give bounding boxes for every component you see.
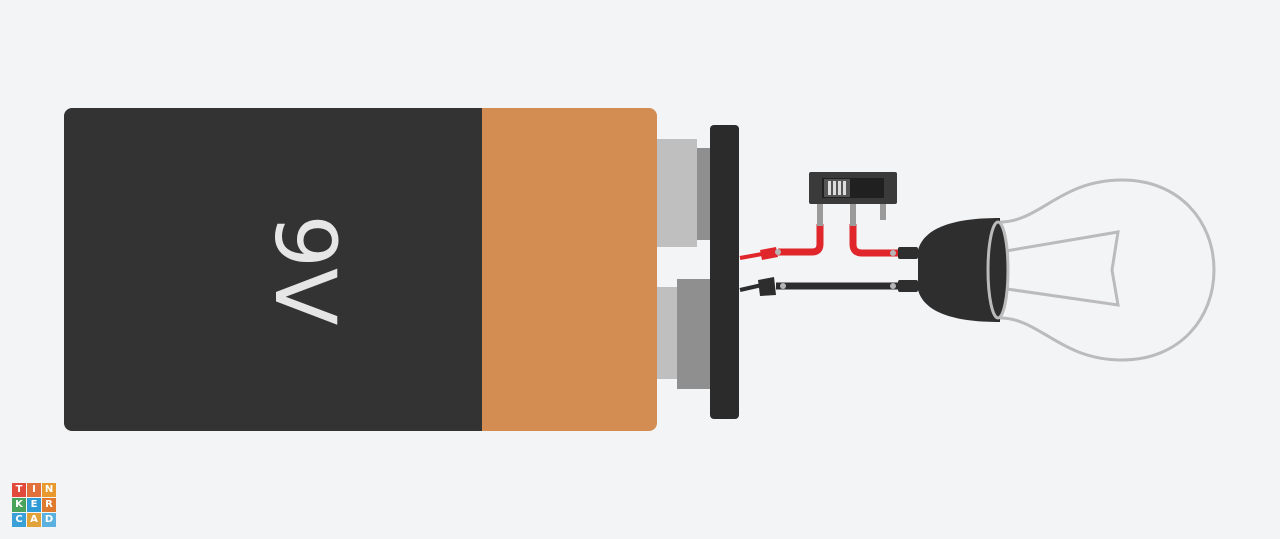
terminal-bottom-light — [657, 287, 679, 379]
logo-letter: C — [12, 513, 26, 527]
switch-pin-1 — [817, 204, 823, 220]
terminal-bottom — [677, 279, 711, 389]
logo-letter: N — [42, 483, 56, 497]
wire-negative[interactable] — [739, 250, 898, 296]
bulb-base — [918, 218, 1000, 322]
logo-letter: K — [12, 498, 26, 512]
logo-letter: I — [27, 483, 41, 497]
light-bulb[interactable] — [898, 178, 1216, 362]
logo-letter: A — [27, 513, 41, 527]
battery-band — [482, 108, 657, 431]
slide-switch[interactable] — [809, 172, 897, 220]
battery-terminals — [657, 125, 739, 419]
logo-letter: E — [27, 498, 41, 512]
battery-snap-connector[interactable] — [710, 125, 739, 419]
battery-9v[interactable]: 9V — [64, 108, 657, 431]
logo-letter: R — [42, 498, 56, 512]
battery-label: 9V — [256, 215, 354, 326]
battery-band-edge — [482, 108, 496, 431]
battery-body — [64, 108, 494, 431]
terminal-top — [657, 139, 697, 247]
logo-letter: D — [42, 513, 56, 527]
terminal-top-shadow — [697, 148, 711, 240]
switch-slider[interactable] — [824, 179, 850, 197]
wire-positive[interactable] — [739, 218, 898, 260]
switch-pin-2 — [850, 204, 856, 220]
tinkercad-logo: T I N K E R C A D — [12, 483, 56, 527]
bulb-filament — [999, 230, 1120, 307]
logo-letter: T — [12, 483, 26, 497]
switch-pin-3 — [880, 204, 886, 220]
bulb-lead-2 — [898, 280, 918, 292]
bulb-glass — [999, 178, 1216, 362]
bulb-neck — [986, 220, 1010, 320]
bulb-lead-1 — [898, 247, 918, 259]
